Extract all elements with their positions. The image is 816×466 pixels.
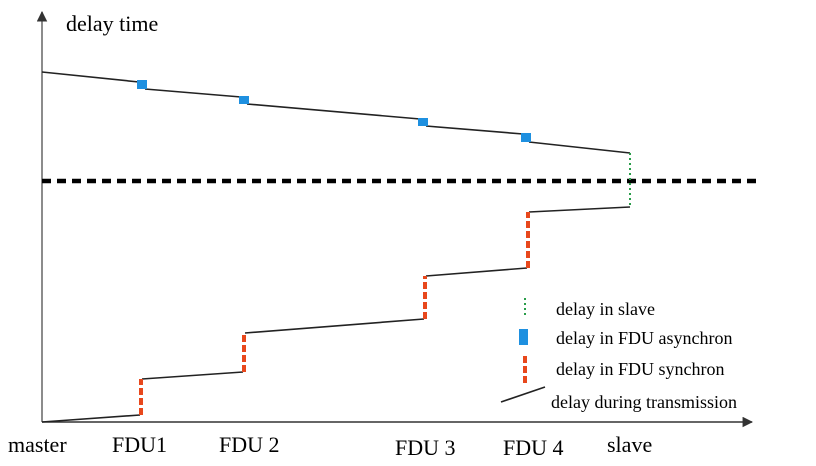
node-label-master: master — [8, 432, 67, 457]
transmission-segment — [425, 267, 528, 277]
fdu-async-delay-marker — [137, 80, 147, 89]
legend-transmission-label: delay during transmission — [551, 392, 737, 412]
transmission-segment — [425, 125, 524, 135]
transmission-segment — [41, 414, 141, 423]
node-label-fdu3: FDU 3 — [395, 435, 456, 460]
transmission-segment — [528, 206, 631, 213]
fdu-async-delay-marker — [521, 133, 531, 142]
node-label-slave: slave — [607, 432, 652, 457]
legend-async-symbol — [519, 329, 528, 345]
transmission-segment — [528, 141, 631, 154]
transmission-segment — [41, 71, 140, 83]
legend: delay in slave delay in FDU asynchron de… — [500, 298, 737, 412]
y-axis-label: delay time — [66, 11, 158, 36]
sync-delay-curve — [41, 206, 631, 423]
legend-async-label: delay in FDU asynchron — [556, 328, 732, 348]
legend-transmission-symbol — [500, 386, 546, 403]
transmission-segment — [246, 103, 421, 120]
transmission-segment — [144, 88, 242, 98]
node-label-fdu4: FDU 4 — [503, 435, 564, 460]
fdu-async-delay-marker — [418, 118, 428, 126]
transmission-segment — [141, 371, 244, 380]
async-delay-curve — [41, 71, 631, 154]
node-label-fdu1: FDU1 — [112, 432, 167, 457]
fdu-async-delay-marker — [239, 96, 249, 104]
transmission-segment — [244, 318, 425, 334]
node-label-fdu2: FDU 2 — [219, 432, 280, 457]
legend-slave-label: delay in slave — [556, 299, 655, 319]
legend-sync-label: delay in FDU synchron — [556, 359, 724, 379]
